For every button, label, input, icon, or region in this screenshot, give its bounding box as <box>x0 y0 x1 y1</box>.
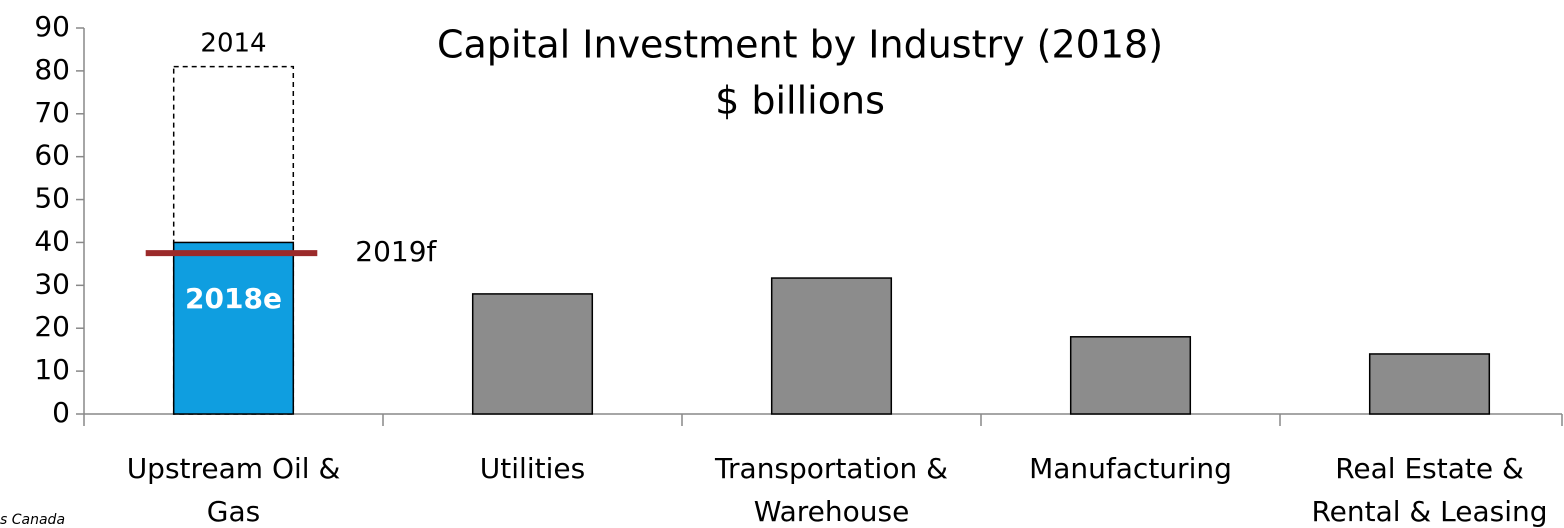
y-tick-label: 80 <box>34 53 70 86</box>
y-tick-label: 10 <box>34 353 70 386</box>
x-tick-label: Real Estate & Rental & Leasing <box>1311 452 1547 528</box>
y-tick-label: 60 <box>34 139 70 172</box>
bar <box>471 293 594 415</box>
y-tick-label: 20 <box>34 310 70 343</box>
source-note: s Canada <box>0 512 65 528</box>
y-tick-label: 90 <box>34 10 70 43</box>
x-tick-label: Upstream Oil & Gas <box>127 452 341 528</box>
forecast-label: 2019f <box>355 235 437 268</box>
chart-subtitle: $ billions <box>715 79 885 123</box>
bar <box>1069 336 1192 415</box>
y-tick-label: 0 <box>52 396 70 429</box>
series-label: 2018e <box>185 282 282 315</box>
chart-title: Capital Investment by Industry (2018) <box>437 23 1163 67</box>
y-tick-label: 40 <box>34 224 70 257</box>
y-tick-label: 70 <box>34 96 70 129</box>
reference-label: 2014 <box>200 29 266 59</box>
x-tick-label: Utilities <box>480 452 585 485</box>
bar <box>770 277 893 415</box>
y-tick-label: 50 <box>34 182 70 215</box>
x-tick-label: Manufacturing <box>1029 452 1232 485</box>
bar <box>172 241 295 415</box>
y-tick-label: 30 <box>34 267 70 300</box>
bar <box>1368 353 1491 415</box>
x-tick-label: Transportation & Warehouse <box>714 452 948 528</box>
